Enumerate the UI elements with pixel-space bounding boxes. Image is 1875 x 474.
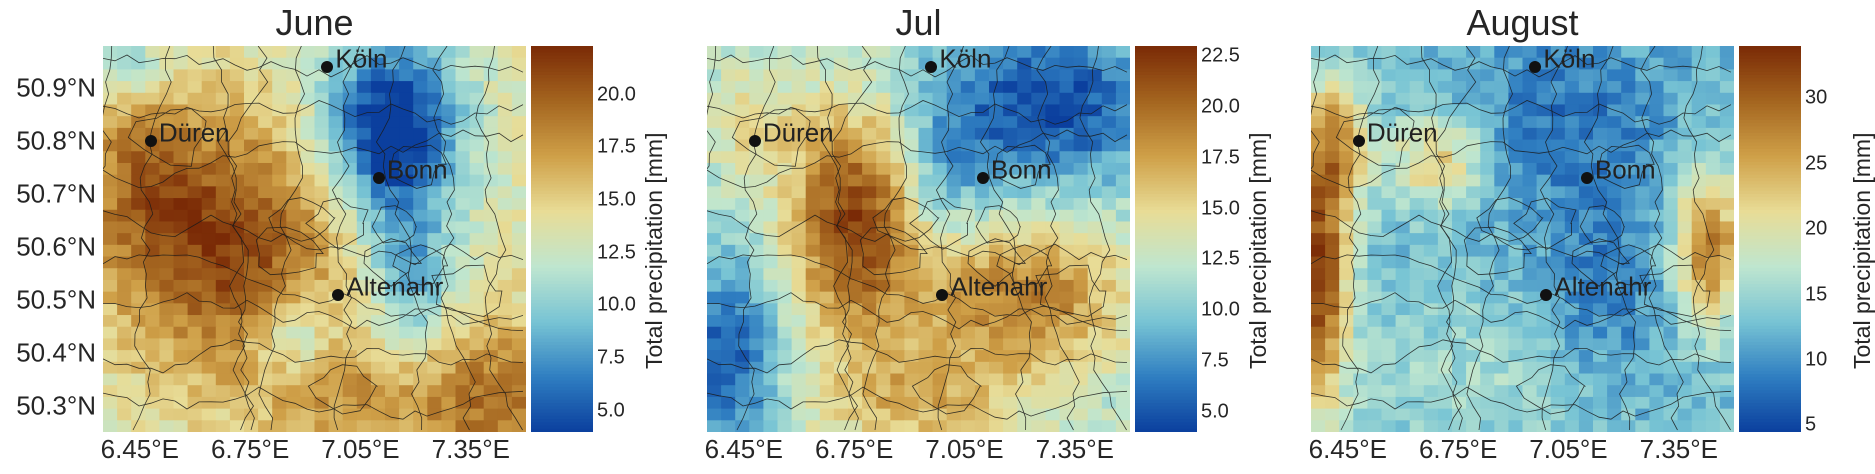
precipitation-raster [707, 46, 1130, 432]
city-marker [144, 135, 157, 148]
colorbar-gradient [1739, 46, 1801, 432]
longitude-tick: 7.35°E [1639, 434, 1718, 464]
colorbar [1135, 46, 1209, 432]
longitude-tick: 7.35°E [1035, 434, 1114, 464]
city-marker [925, 61, 938, 74]
panel-jul: Jul Köln Düren Bonn Altenahr 5.0 7.5 10.0 12.5… [704, 2, 1271, 464]
panel-title: Jul [895, 2, 942, 43]
colorbar-tick: 5 [1805, 413, 1817, 436]
city-label: Altenahr [950, 271, 1048, 302]
colorbar-tick: 5.0 [1201, 400, 1229, 423]
colorbar-tick: 17.5 [1201, 146, 1240, 169]
colorbar-tick: 22.5 [1201, 44, 1240, 67]
city-marker [1580, 172, 1593, 185]
panel-title: August [1466, 2, 1579, 43]
city-marker [976, 172, 989, 185]
city-marker [332, 288, 345, 301]
colorbar-tick: 10.0 [1201, 298, 1240, 321]
colorbar-tick: 7.5 [1201, 349, 1229, 372]
district-boundaries [1311, 46, 1732, 431]
district-boundaries [707, 46, 1128, 431]
longitude-tick: 6.75°E [210, 434, 290, 464]
latitude-tick: 50.6°N [16, 231, 96, 262]
colorbar-tick: 20.0 [1201, 95, 1240, 118]
colorbar-tick: 12.5 [1201, 247, 1240, 270]
colorbar [531, 46, 605, 432]
city-marker [936, 288, 949, 301]
colorbar-gradient [1135, 46, 1197, 432]
latitude-tick: 50.8°N [16, 125, 96, 156]
colorbar [1739, 46, 1813, 432]
district-boundaries [103, 46, 524, 431]
longitude-tick: 7.05°E [321, 434, 400, 464]
colorbar-gradient [531, 46, 593, 432]
city-marker [748, 135, 761, 148]
longitude-tick: 6.75°E [1418, 434, 1498, 464]
precipitation-raster [1311, 46, 1734, 432]
panel-june: June Köln Düren Bonn Altenahr 5.0 7.5 10.0 12.… [0, 0, 667, 474]
precipitation-map: Köln Düren Bonn Altenahr [1311, 46, 1734, 432]
city-label: Bonn [1594, 154, 1656, 185]
longitude-tick: 6.45°E [100, 434, 179, 464]
latitude-tick: 50.5°N [16, 284, 96, 315]
latitude-tick: 50.3°N [16, 390, 96, 421]
city-label: Bonn [990, 154, 1052, 185]
colorbar-tick: 10.0 [597, 293, 636, 316]
longitude-tick: 6.45°E [704, 434, 783, 464]
latitude-tick: 50.4°N [16, 337, 96, 368]
city-label: Köln [335, 46, 388, 74]
panel-title: June [275, 2, 354, 43]
colorbar-tick: 15 [1805, 283, 1828, 306]
precipitation-map: Köln Düren Bonn Altenahr [707, 46, 1130, 432]
colorbar-tick: 12.5 [597, 241, 636, 264]
colorbar-tick: 7.5 [597, 346, 625, 369]
city-label: Altenahr [346, 271, 444, 302]
colorbar-tick: 17.5 [597, 135, 636, 158]
colorbar-tick: 15.0 [1201, 197, 1240, 220]
longitude-tick: 6.75°E [814, 434, 894, 464]
colorbar-tick: 5.0 [597, 399, 625, 422]
colorbar-label: Total precipitation [mm] [1849, 132, 1875, 369]
precipitation-map: Köln Düren Bonn Altenahr [103, 46, 526, 432]
latitude-axis: 50.9°N 50.8°N 50.7°N 50.6°N 50.5°N 50.4°N 50.3… [0, 0, 96, 474]
colorbar-tick: 25 [1805, 152, 1828, 175]
city-marker [321, 61, 334, 74]
city-label: Düren [762, 117, 834, 148]
city-label: Düren [158, 117, 230, 148]
city-marker [1352, 135, 1365, 148]
colorbar-tick: 20 [1805, 217, 1828, 240]
longitude-tick: 7.35°E [431, 434, 510, 464]
colorbar-tick: 10 [1805, 348, 1828, 371]
city-marker [372, 172, 385, 185]
latitude-tick: 50.7°N [16, 178, 96, 209]
longitude-tick: 6.45°E [1308, 434, 1387, 464]
colorbar-tick: 30 [1805, 86, 1828, 109]
city-label: Köln [1543, 46, 1596, 74]
city-label: Altenahr [1554, 271, 1652, 302]
longitude-tick: 7.05°E [925, 434, 1004, 464]
colorbar-tick: 15.0 [597, 188, 636, 211]
city-marker [1529, 61, 1542, 74]
latitude-tick: 50.9°N [16, 72, 96, 103]
city-label: Köln [939, 46, 992, 74]
city-label: Düren [1366, 117, 1438, 148]
city-label: Bonn [386, 154, 448, 185]
longitude-tick: 7.05°E [1529, 434, 1608, 464]
colorbar-tick: 20.0 [597, 83, 636, 105]
precipitation-raster [103, 46, 526, 432]
city-marker [1540, 288, 1553, 301]
